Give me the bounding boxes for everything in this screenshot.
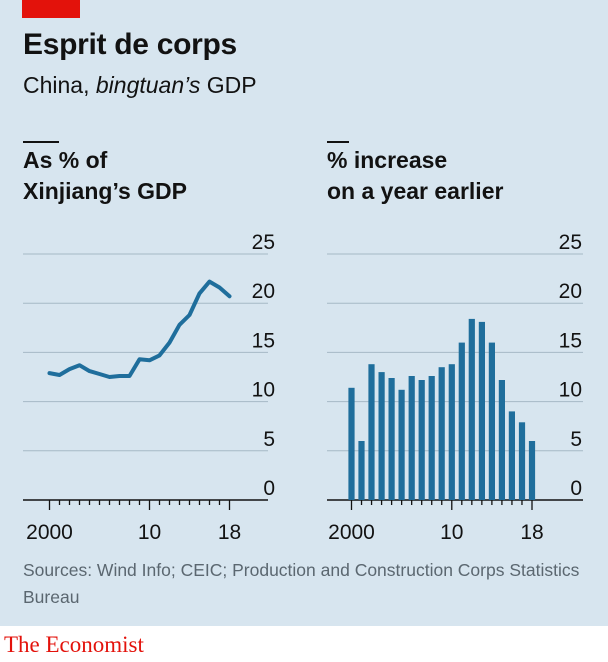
subtitle-italic: bingtuan’s — [95, 72, 201, 98]
left-ytick-15: 15 — [252, 329, 275, 352]
right-xtick-label-2000: 2000 — [328, 521, 375, 544]
charts-svg: 0 5 10 15 20 25 2000 10 18 0 5 10 15 20 25 2000 10 18 — [23, 231, 583, 544]
subtitle-suffix: GDP — [200, 72, 257, 98]
left-panel-title-bar — [23, 141, 59, 143]
subtitle-prefix: China, — [23, 72, 96, 98]
left-ytick-25: 25 — [252, 231, 275, 254]
right-bar-2002 — [368, 364, 375, 500]
right-bar-2011 — [458, 342, 465, 500]
right-bar-2003 — [378, 372, 385, 500]
left-xtick-label-10: 10 — [138, 521, 161, 544]
left-panel-title: As % of Xinjiang’s GDP — [23, 145, 187, 207]
economist-logo: The Economist — [4, 632, 144, 657]
right-bar-2015 — [498, 380, 505, 500]
right-panel-title-bar — [327, 141, 349, 143]
right-bar-2012 — [468, 318, 475, 500]
left-panel-title-line-1: As % of — [23, 147, 108, 173]
right-ytick-20: 20 — [559, 280, 582, 303]
right-ytick-5: 5 — [570, 428, 582, 451]
right-ytick-10: 10 — [559, 379, 582, 402]
right-bar-2001 — [358, 441, 365, 500]
left-ytick-20: 20 — [252, 280, 275, 303]
right-bar-2004 — [388, 378, 395, 500]
left-ytick-10: 10 — [252, 379, 275, 402]
right-bar-2010 — [448, 364, 455, 500]
brand-red-tag — [22, 0, 80, 18]
source-note: Sources: Wind Info; CEIC; Production and… — [23, 560, 580, 607]
right-bar-2009 — [438, 367, 445, 500]
left-ytick-5: 5 — [263, 428, 275, 451]
chart-panel — [0, 0, 608, 626]
right-bar-2017 — [518, 422, 526, 500]
left-series-line — [47, 279, 232, 379]
right-bar-2005 — [398, 389, 405, 500]
right-bar-2014 — [488, 342, 495, 500]
right-bar-2007 — [418, 380, 425, 500]
left-panel-title-line-2: Xinjiang’s GDP — [23, 178, 188, 204]
right-xtick-label-18: 18 — [520, 521, 543, 544]
right-bar-2000 — [348, 387, 355, 500]
right-bar-2018 — [528, 441, 536, 500]
right-bar-2006 — [408, 376, 415, 500]
left-xtick-label-18: 18 — [218, 521, 241, 544]
chart-title: Esprit de corps — [23, 28, 237, 61]
left-ytick-0: 0 — [263, 477, 275, 500]
left-xtick-label-2000: 2000 — [26, 521, 73, 544]
right-xtick-label-10: 10 — [440, 521, 463, 544]
right-ytick-0: 0 — [570, 477, 582, 500]
right-bar-2013 — [478, 321, 485, 500]
chart-subtitle: China, bingtuan’s GDP — [23, 72, 257, 99]
right-bar-2016 — [508, 411, 515, 500]
right-bar-2008 — [428, 376, 435, 500]
right-panel-title: % increase on a year earlier — [327, 145, 503, 207]
right-ytick-15: 15 — [559, 329, 582, 352]
right-ytick-25: 25 — [559, 231, 582, 254]
right-panel-title-line-2: on a year earlier — [327, 178, 504, 204]
right-panel-title-line-1: % increase — [327, 147, 448, 173]
